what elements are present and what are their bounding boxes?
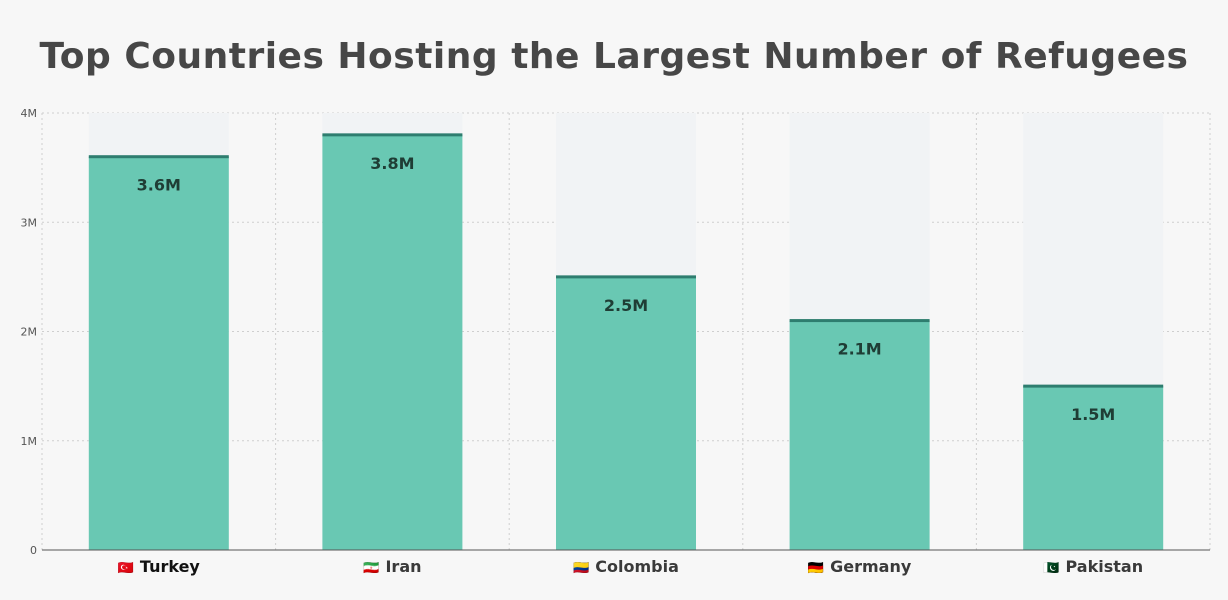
y-tick-label: 2M — [21, 326, 38, 339]
value-label: 3.8M — [370, 154, 414, 173]
y-tick-label: 3M — [21, 216, 38, 229]
value-label: 2.5M — [604, 296, 648, 315]
bar-colombia — [556, 276, 696, 550]
x-tick-label-turkey: 🇹🇷 Turkey — [118, 557, 201, 576]
bar-turkey — [88, 156, 229, 550]
y-tick-label: 4M — [21, 107, 38, 120]
flag-icon: 🇮🇷 — [363, 561, 379, 576]
y-tick-label: 0 — [30, 544, 37, 557]
bar-cap — [556, 275, 696, 279]
bar-cap — [789, 319, 930, 323]
flag-icon: 🇹🇷 — [118, 561, 134, 576]
flag-icon: 🇩🇪 — [808, 561, 824, 576]
category-name: Iran — [385, 557, 421, 576]
bar-cap — [1023, 384, 1164, 388]
chart-title: Top Countries Hosting the Largest Number… — [39, 36, 1189, 77]
bars — [88, 133, 1164, 550]
value-label: 2.1M — [837, 340, 881, 359]
category-name: Colombia — [595, 557, 679, 576]
bar-iran — [322, 134, 463, 550]
value-label: 3.6M — [137, 176, 181, 195]
category-name: Turkey — [140, 557, 201, 576]
flag-icon: 🇨🇴 — [573, 561, 589, 576]
x-tick-label-germany: 🇩🇪 Germany — [808, 557, 912, 576]
labels: 0 1M 2M 3M 4M 3.6M 🇹🇷 Turkey 3.8M 🇮🇷 Iran 2.5M 🇨🇴 Col… — [21, 107, 1144, 576]
flag-icon: 🇵🇰 — [1043, 561, 1059, 576]
value-label: 1.5M — [1071, 405, 1115, 424]
x-tick-label-pakistan: 🇵🇰 Pakistan — [1043, 557, 1143, 576]
bar-cap — [88, 155, 229, 159]
x-tick-label-iran: 🇮🇷 Iran — [363, 557, 421, 576]
y-tick-label: 1M — [21, 435, 38, 448]
x-tick-label-colombia: 🇨🇴 Colombia — [573, 557, 679, 576]
bar-pakistan — [1023, 386, 1164, 550]
bar-cap — [322, 133, 463, 137]
category-name: Pakistan — [1066, 557, 1144, 576]
category-name: Germany — [830, 557, 912, 576]
bar-germany — [789, 320, 930, 550]
